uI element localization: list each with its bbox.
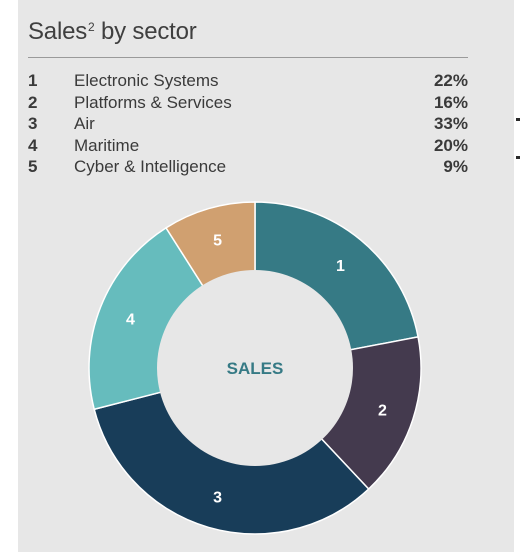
legend-label: Cyber & Intelligence [74,157,227,176]
legend-number: 1 [28,71,38,90]
legend-value: 20% [433,135,468,155]
legend-value: 16% [433,92,468,112]
title-divider [28,57,468,58]
slice-label-3: 3 [213,490,222,507]
legend-label: Air [74,114,95,133]
slice-label-1: 1 [336,258,345,275]
edge-mark-top [516,118,520,121]
legend-number: 4 [28,135,38,155]
legend-label: Platforms & Services [74,92,232,112]
legend-value: 22% [433,71,468,90]
legend-number: 5 [28,157,38,176]
legend-value: 9% [443,157,468,176]
legend-number: 3 [28,114,38,133]
legend: 1 Electronic Systems 22% 2 Platforms & S… [28,70,468,178]
legend-label: Electronic Systems [74,71,219,90]
legend-value: 33% [433,114,468,133]
legend-number: 2 [28,92,38,112]
center-label: SALES [227,359,284,378]
legend-label: Maritime [74,135,140,155]
legend-item: 2 Platforms & Services 16% [28,92,468,114]
legend-item: 5 Cyber & Intelligence 9% [28,156,468,178]
page-edge [516,0,520,552]
slice-label-5: 5 [213,232,222,249]
legend-item: 4 Maritime 20% [28,135,468,157]
donut-hole [157,270,353,466]
title-suffix: by sector [94,18,197,45]
slice-label-4: 4 [126,312,135,329]
edge-mark-bottom [516,156,520,159]
legend-item: 3 Air 33% [28,113,468,135]
slice-label-2: 2 [378,402,387,419]
legend-item: 1 Electronic Systems 22% [28,70,468,92]
chart-title: Sales2 by sector [28,18,197,45]
